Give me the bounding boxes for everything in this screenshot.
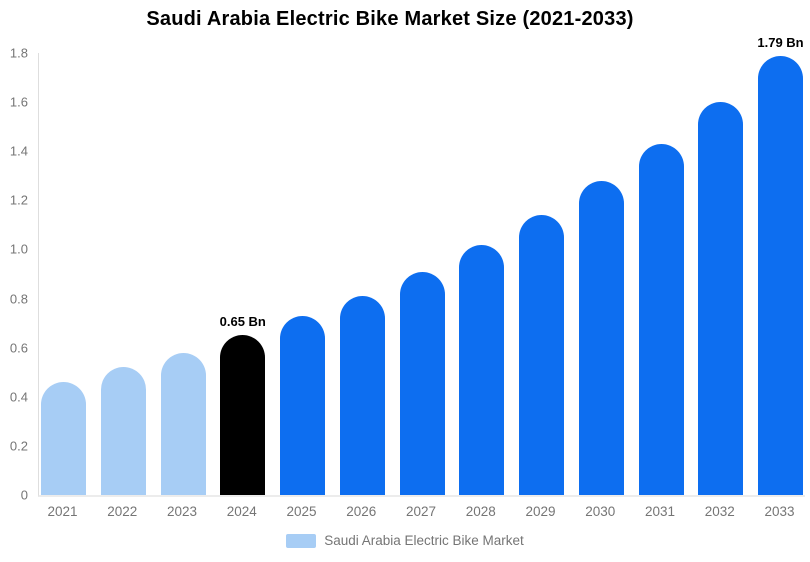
y-tick-label: 0 xyxy=(20,487,28,503)
bar-2027 xyxy=(399,271,445,495)
bar-value-label: 1.79 Bn xyxy=(757,34,804,50)
x-tick-label: 2023 xyxy=(166,504,198,519)
bar-2032 xyxy=(698,102,744,495)
x-tick-label: 2024 xyxy=(226,504,257,519)
legend-label: Saudi Arabia Electric Bike Market xyxy=(324,533,524,548)
y-tick-label: 1.0 xyxy=(9,241,28,257)
bar-2031 xyxy=(638,143,684,495)
y-tick-label: 1.2 xyxy=(9,192,28,208)
y-tick-label: 1.8 xyxy=(9,45,28,61)
x-axis: 2021 2022 2023 2024 2025 2026 2027 2028 2029 2030… xyxy=(38,504,804,519)
legend-swatch xyxy=(286,533,317,548)
x-tick-label: 2026 xyxy=(346,504,377,519)
y-tick-label: 0.2 xyxy=(9,438,28,454)
legend-item[interactable]: Saudi Arabia Electric Bike Market xyxy=(286,533,524,548)
bar-2029 xyxy=(519,215,564,495)
x-tick-label: 2030 xyxy=(585,504,616,519)
bar-2026 xyxy=(339,296,385,495)
x-tick-label: 2029 xyxy=(525,504,556,519)
bar-2033: 1.79 Bn xyxy=(757,35,804,495)
x-tick-label: 2027 xyxy=(405,504,437,519)
x-tick-label: 2025 xyxy=(286,504,317,519)
x-tick-label: 2028 xyxy=(465,504,496,519)
plot-area: 0.65 Bn 1.79 Bn xyxy=(38,35,805,497)
bar-2023 xyxy=(160,352,206,495)
x-tick-label: 2022 xyxy=(107,504,138,519)
bar-series: 0.65 Bn 1.79 Bn xyxy=(39,35,805,495)
y-tick-label: 0.8 xyxy=(9,291,28,307)
y-tick-label: 0.4 xyxy=(9,389,28,405)
x-tick-label: 2032 xyxy=(704,504,735,519)
x-tick-label: 2031 xyxy=(644,504,676,519)
y-axis: 1.8 1.6 1.4 1.2 1.0 0.8 0.6 0.4 0.2 0 xyxy=(0,46,31,503)
x-tick-label: 2021 xyxy=(47,504,78,519)
bar-2024: 0.65 Bn xyxy=(220,314,266,495)
bar-2025 xyxy=(280,315,325,495)
x-tick-label: 2033 xyxy=(764,504,795,519)
legend: Saudi Arabia Electric Bike Market xyxy=(0,533,810,548)
bar-2030 xyxy=(578,180,624,495)
chart-title: Saudi Arabia Electric Bike Market Size (… xyxy=(146,8,634,30)
bar-2022 xyxy=(100,367,146,495)
bar-2021 xyxy=(41,382,86,495)
y-tick-label: 0.6 xyxy=(9,340,28,356)
bar-2028 xyxy=(459,244,505,495)
bar-value-label: 0.65 Bn xyxy=(219,314,266,330)
y-tick-label: 1.4 xyxy=(9,143,28,159)
y-tick-label: 1.6 xyxy=(9,94,28,110)
